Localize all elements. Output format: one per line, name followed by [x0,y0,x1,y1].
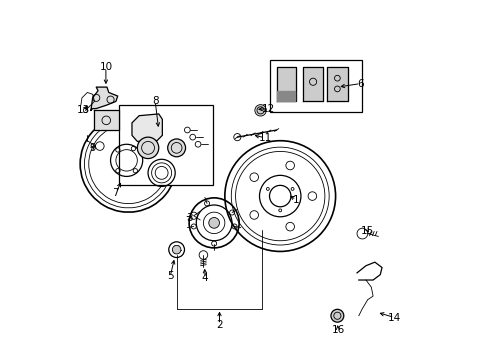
Text: 3: 3 [185,212,192,222]
Circle shape [137,137,159,158]
Text: 10: 10 [99,63,112,72]
Polygon shape [276,67,296,102]
Text: 5: 5 [166,271,173,282]
Text: 8: 8 [152,96,158,107]
Circle shape [254,105,266,116]
Text: 16: 16 [331,325,344,335]
Text: 7: 7 [112,188,119,198]
Bar [269,60,362,112]
Text: 15: 15 [360,226,374,236]
Polygon shape [91,87,118,111]
Circle shape [330,309,343,322]
Polygon shape [277,91,295,102]
Text: 1: 1 [292,195,299,204]
Text: 11: 11 [258,133,271,143]
Text: 4: 4 [202,273,208,283]
Text: 13: 13 [77,105,90,115]
Circle shape [208,217,219,228]
Polygon shape [94,111,119,130]
Bar [119,105,213,185]
Circle shape [172,246,181,254]
Polygon shape [326,67,347,102]
Polygon shape [303,67,323,102]
Text: 2: 2 [216,320,223,330]
Text: 12: 12 [262,104,275,113]
Polygon shape [132,114,162,141]
Text: 6: 6 [357,78,363,89]
Text: 9: 9 [89,143,96,153]
Text: 14: 14 [387,312,400,323]
Circle shape [167,139,185,157]
